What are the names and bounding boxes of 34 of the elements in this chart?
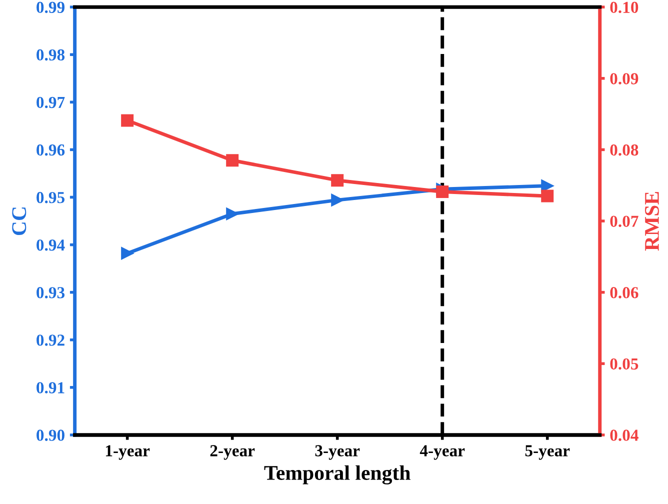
point xyxy=(541,190,554,202)
x-tick-label: 4-year xyxy=(420,445,465,460)
y-tick-label: 0.98 xyxy=(36,49,65,61)
y2-tick-label: 0.09 xyxy=(610,73,638,84)
y-tick-label: 0.94 xyxy=(36,239,65,251)
point xyxy=(121,247,134,260)
point xyxy=(226,154,239,167)
x-tick-label: 5-year xyxy=(525,445,570,460)
y2-tick-label: 0.06 xyxy=(610,287,638,298)
x-tick-label: 3-year xyxy=(315,445,360,460)
point xyxy=(436,186,449,198)
x-axis-title: Temporal length xyxy=(264,465,410,484)
x-tick-label: 2-year xyxy=(210,445,255,460)
y2-tick-label: 0.05 xyxy=(610,358,638,370)
point xyxy=(331,194,344,206)
y-tick-label: 0.91 xyxy=(36,382,64,394)
point xyxy=(331,174,344,187)
y-tick-label: 0.92 xyxy=(36,334,64,346)
point xyxy=(226,208,239,220)
y-axis-title: CC xyxy=(12,208,26,236)
y-tick-label: 0.95 xyxy=(36,192,64,204)
y2-tick-label: 0.10 xyxy=(610,2,638,14)
y2-tick-label: 0.08 xyxy=(610,144,638,156)
y-tick-label: 0.90 xyxy=(36,430,64,441)
y2-tick-label: 0.07 xyxy=(610,216,638,228)
y-tick-label: 0.96 xyxy=(36,144,65,156)
y2-tick-label: 0.04 xyxy=(610,430,638,441)
point xyxy=(541,180,554,192)
point xyxy=(121,114,134,127)
x-tick-label: 1-year xyxy=(106,445,150,460)
y2-axis-title: RMSE xyxy=(644,192,659,251)
y-tick-label: 0.93 xyxy=(36,287,65,298)
y-tick-label: 0.99 xyxy=(36,2,64,14)
y-tick-label: 0.97 xyxy=(36,96,65,108)
